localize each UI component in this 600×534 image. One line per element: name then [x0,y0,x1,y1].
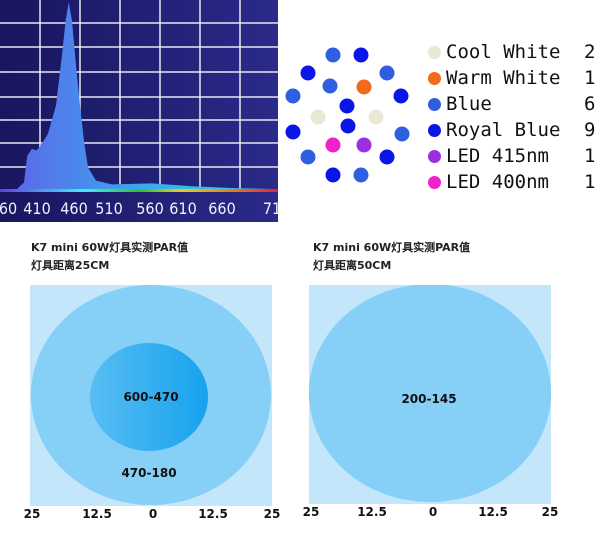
led-dot [285,88,301,104]
legend-item: LED 415nm 1 [428,144,595,168]
legend-dot [428,175,441,189]
led-dot [285,124,301,140]
x-tick: 25 [541,505,559,519]
led-dot [353,47,369,63]
x-tick: 25 [263,507,281,521]
led-dot [356,137,372,153]
zone-label-outer: 470-180 [121,466,177,480]
led-dot [353,167,369,183]
spectrum-area [16,2,272,190]
led-dot [379,149,395,165]
x-tick: 12.5 [478,505,508,519]
x-tick-label: 610 [169,199,196,218]
zone-inner [90,343,208,451]
x-tick: 25 [23,507,41,521]
led-dot [325,167,341,183]
zone-label: 200-145 [401,392,457,406]
legend-dot [428,97,441,111]
par-50-title: K7 mini 60W灯具实测PAR值 灯具距离50CM [313,241,471,272]
led-dot [300,149,316,165]
led-dot [379,65,395,81]
x-tick-label: 410 [23,199,50,218]
legend-item: Royal Blue 9 [428,118,595,142]
legend-item: Warm White 1 [428,66,595,90]
legend-dot [428,149,441,163]
led-dot [325,137,341,153]
x-tick: 12.5 [357,505,387,519]
led-dot [394,126,410,142]
legend-item: Blue 6 [428,92,595,116]
legend-item: Cool White 2 [428,40,595,64]
led-dot [310,109,326,125]
par-25-title: K7 mini 60W灯具实测PAR值 灯具距离25CM [31,241,189,272]
x-tick: 0 [148,507,158,521]
led-dot [322,78,338,94]
zone-label-inner: 600-470 [123,390,179,404]
x-tick: 12.5 [82,507,112,521]
legend-dot [428,45,441,59]
led-layout-diagram [285,47,410,183]
spectrum-grid [0,0,278,190]
legend-item: LED 400nm 1 [428,170,595,194]
zone-main [309,285,551,502]
par-50-map [309,285,551,504]
led-dot [368,109,384,125]
led-dot [356,79,372,95]
par-25-map [30,285,272,506]
legend-dot [428,123,441,137]
x-tick-label: 510 [95,199,122,218]
x-tick-label: 660 [208,199,235,218]
x-tick: 25 [302,505,320,519]
x-tick: 12.5 [198,507,228,521]
x-tick-label: 560 [136,199,163,218]
spectrum-chart: 60 410 460 510 560 610 660 71 [0,0,280,222]
x-tick-label: 71 [263,199,280,218]
spectrum-color-strip [0,189,278,192]
legend-dot [428,71,441,85]
spectrum-x-ticks: 60 410 460 510 560 610 660 71 [0,199,280,218]
led-dot [393,88,409,104]
led-dot [300,65,316,81]
x-tick-label: 60 [0,199,17,218]
led-dot [339,98,355,114]
x-tick: 0 [428,505,438,519]
x-tick-label: 460 [60,199,87,218]
led-dot [340,118,356,134]
led-dot [325,47,341,63]
